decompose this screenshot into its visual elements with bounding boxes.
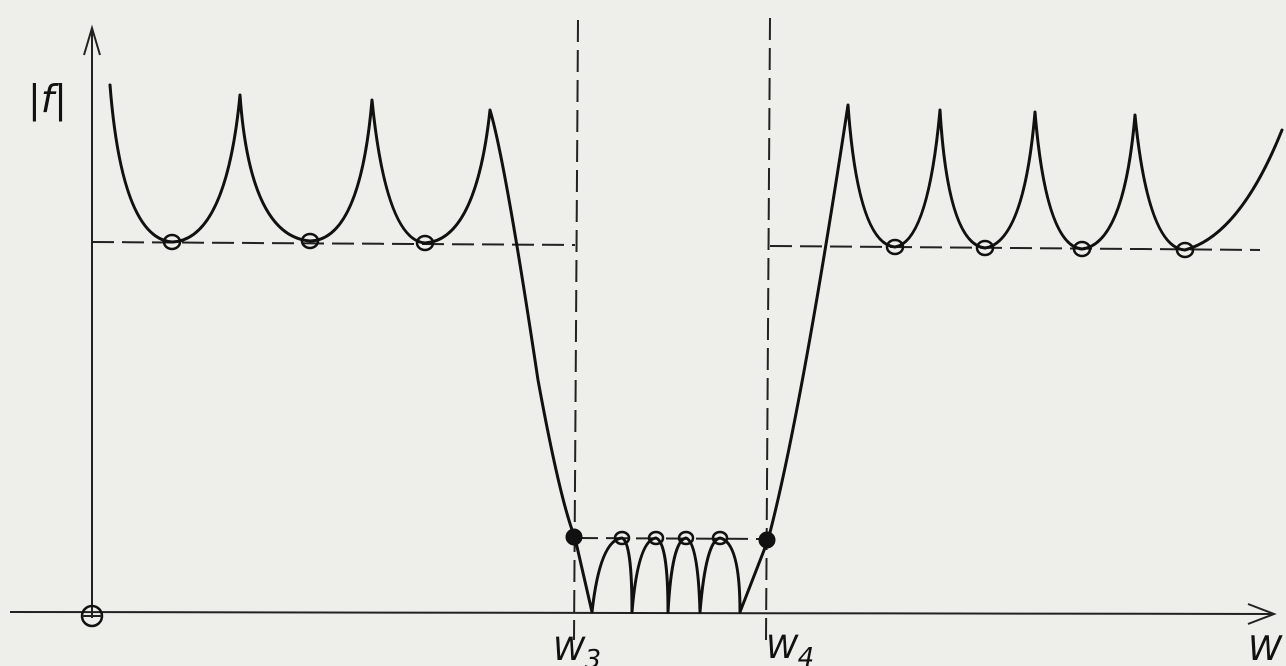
y-axis-arrow [83,24,101,56]
response-curve [590,536,770,614]
x-axis-arrow [1247,603,1277,625]
label-subscript: 3 [585,645,602,666]
band-edge-label: W4 [766,628,814,666]
response-curve [108,83,594,614]
label-letter: W [766,628,799,666]
label-letter: W [553,630,586,666]
response-curve [766,103,1284,542]
open-points [162,232,1195,546]
level-line [575,537,769,540]
filled-point [565,528,583,546]
band-edge-label: W3 [553,630,601,666]
y-axis-label: |f| [28,77,67,122]
x-axis-label: W [1248,629,1283,666]
filled-point [758,531,776,549]
x-axis [9,611,1273,615]
label-subscript: 4 [798,643,815,666]
